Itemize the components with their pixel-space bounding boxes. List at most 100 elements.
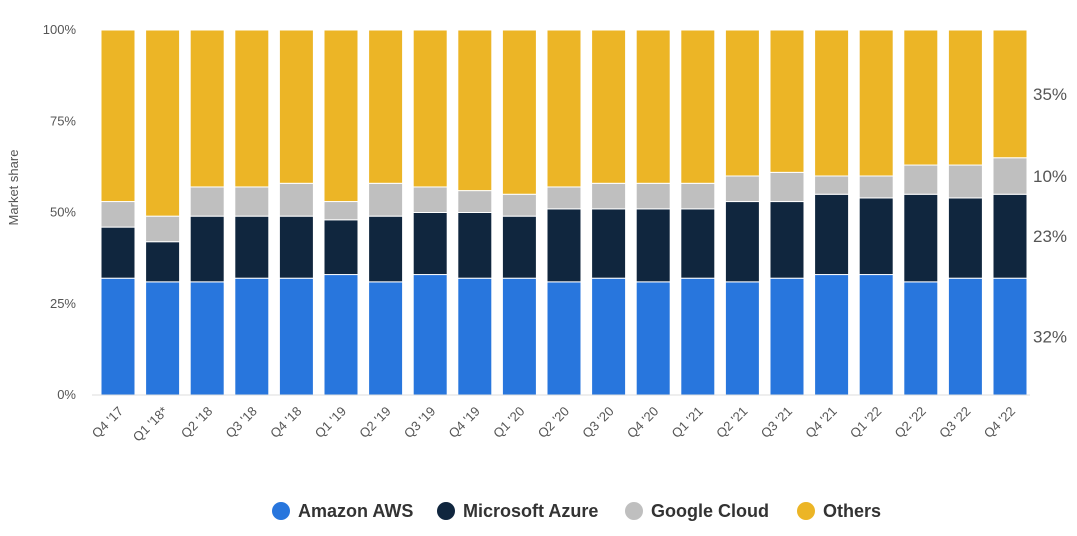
x-tick-label: Q3 '19 xyxy=(401,404,438,441)
bar-segment[interactable] xyxy=(501,193,537,217)
bar-segment[interactable] xyxy=(903,29,939,166)
bar-segment[interactable] xyxy=(278,182,314,217)
bar-segment[interactable] xyxy=(903,281,939,396)
bar-segment[interactable] xyxy=(992,277,1028,396)
bar-segment[interactable] xyxy=(323,274,359,396)
bar-segment[interactable] xyxy=(903,164,939,195)
bar-segment[interactable] xyxy=(680,208,716,279)
x-tick-label: Q3 '21 xyxy=(758,404,795,441)
bar-segment[interactable] xyxy=(858,175,894,199)
bar-segment[interactable] xyxy=(591,277,627,396)
bar-segment[interactable] xyxy=(278,277,314,396)
bar-segment[interactable] xyxy=(501,29,537,195)
legend-swatch[interactable] xyxy=(625,502,643,520)
bar-segment[interactable] xyxy=(992,157,1028,195)
legend-swatch[interactable] xyxy=(437,502,455,520)
bar-segment[interactable] xyxy=(234,186,270,217)
bar-segment[interactable] xyxy=(412,212,448,276)
legend-swatch[interactable] xyxy=(797,502,815,520)
x-tick-label: Q1 '19 xyxy=(312,404,349,441)
bar-segment[interactable] xyxy=(368,215,404,283)
bar-segment[interactable] xyxy=(145,29,181,217)
bar-segment[interactable] xyxy=(992,193,1028,279)
bar-segment[interactable] xyxy=(278,29,314,184)
bar-segment[interactable] xyxy=(724,201,760,283)
bar-segment[interactable] xyxy=(368,182,404,217)
bar-segment[interactable] xyxy=(724,175,760,203)
bar-segment[interactable] xyxy=(412,29,448,188)
bar-segment[interactable] xyxy=(814,29,850,177)
bar-segment[interactable] xyxy=(234,277,270,396)
bar-segment[interactable] xyxy=(546,208,582,283)
bar-segment[interactable] xyxy=(635,182,671,210)
bar-segment[interactable] xyxy=(992,29,1028,159)
bar-segment[interactable] xyxy=(368,29,404,184)
bar-segment[interactable] xyxy=(769,201,805,279)
x-tick-label: Q2 '19 xyxy=(356,404,393,441)
bar-segment[interactable] xyxy=(769,277,805,396)
bar-segment[interactable] xyxy=(680,182,716,210)
x-axis-ticks: Q4 '17 Q1 '18* Q2 '18 Q3 '18 Q4 '18 Q1 '19 Q2 … xyxy=(89,404,1018,445)
bar-segment[interactable] xyxy=(100,226,136,279)
bar-segment[interactable] xyxy=(858,197,894,276)
legend-label[interactable]: Google Cloud xyxy=(651,501,769,521)
bar-segment[interactable] xyxy=(323,201,359,221)
bar-segment[interactable] xyxy=(769,171,805,203)
bar-segment[interactable] xyxy=(947,277,983,396)
bar-segment[interactable] xyxy=(591,29,627,184)
bar-segment[interactable] xyxy=(412,186,448,213)
bar-segment[interactable] xyxy=(145,241,181,283)
legend-swatch[interactable] xyxy=(272,502,290,520)
bar-segment[interactable] xyxy=(947,164,983,199)
bar-segment[interactable] xyxy=(189,29,225,188)
bar-segment[interactable] xyxy=(858,29,894,177)
bar-segment[interactable] xyxy=(323,219,359,276)
bar-segment[interactable] xyxy=(100,29,136,203)
x-tick-label: Q3 '18 xyxy=(223,404,260,441)
bar-segment[interactable] xyxy=(591,208,627,279)
bar-segment[interactable] xyxy=(546,281,582,396)
legend-label[interactable]: Others xyxy=(823,501,881,521)
bar-segment[interactable] xyxy=(947,29,983,166)
bar-segment[interactable] xyxy=(680,277,716,396)
right-data-label: 35% xyxy=(1033,85,1067,104)
bar-segment[interactable] xyxy=(145,281,181,396)
bar-segment[interactable] xyxy=(100,201,136,228)
bar-segment[interactable] xyxy=(457,190,493,214)
bar-segment[interactable] xyxy=(501,277,537,396)
bar-segment[interactable] xyxy=(814,175,850,195)
bar-segment[interactable] xyxy=(591,182,627,210)
bar-segment[interactable] xyxy=(189,215,225,283)
bar-segment[interactable] xyxy=(635,281,671,396)
bar-segment[interactable] xyxy=(100,277,136,396)
bar-segment[interactable] xyxy=(635,29,671,184)
bar-segment[interactable] xyxy=(189,186,225,217)
bar-segment[interactable] xyxy=(368,281,404,396)
bar-segment[interactable] xyxy=(501,215,537,279)
bar-segment[interactable] xyxy=(769,29,805,173)
bar-segment[interactable] xyxy=(903,193,939,283)
bar-segment[interactable] xyxy=(323,29,359,203)
bar-segment[interactable] xyxy=(858,274,894,396)
bar-segment[interactable] xyxy=(234,29,270,188)
bar-segment[interactable] xyxy=(724,281,760,396)
legend-label[interactable]: Microsoft Azure xyxy=(463,501,598,521)
bar-segment[interactable] xyxy=(145,215,181,243)
bar-segment[interactable] xyxy=(546,186,582,210)
bar-segment[interactable] xyxy=(814,274,850,396)
bar-segment[interactable] xyxy=(947,197,983,279)
bar-segment[interactable] xyxy=(546,29,582,188)
bar-segment[interactable] xyxy=(189,281,225,396)
bar-segment[interactable] xyxy=(457,29,493,192)
bar-segment[interactable] xyxy=(412,274,448,396)
bar-segment[interactable] xyxy=(278,215,314,279)
bar-segment[interactable] xyxy=(234,215,270,279)
bar-segment[interactable] xyxy=(814,193,850,276)
bar-segment[interactable] xyxy=(457,277,493,396)
bar-segment[interactable] xyxy=(680,29,716,184)
x-tick-label: Q4 '18 xyxy=(267,404,304,441)
bar-segment[interactable] xyxy=(635,208,671,283)
bar-segment[interactable] xyxy=(457,212,493,279)
bar-segment[interactable] xyxy=(724,29,760,177)
legend-label[interactable]: Amazon AWS xyxy=(298,501,413,521)
